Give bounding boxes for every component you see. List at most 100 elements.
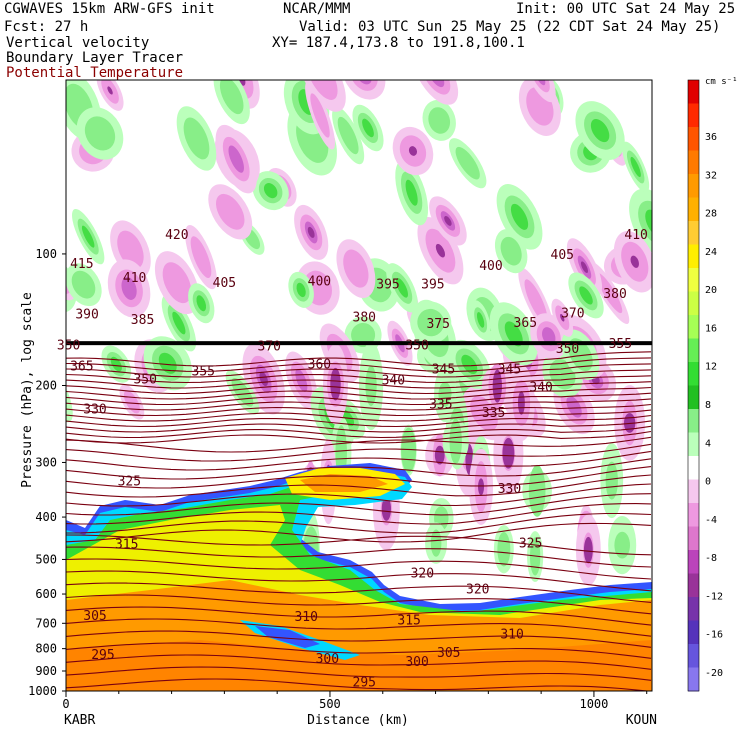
y-tick-label: 200 bbox=[35, 379, 57, 393]
colorbar-swatch bbox=[688, 80, 699, 104]
colorbar-swatch bbox=[688, 315, 699, 339]
downdraft-cell bbox=[107, 86, 113, 95]
colorbar-unit: cm s⁻¹ bbox=[705, 77, 738, 87]
colorbar-tick-label: -12 bbox=[705, 591, 723, 602]
org-label: NCAR/MMM bbox=[283, 1, 351, 17]
x-tick-label: 0 bbox=[62, 697, 69, 711]
downdraft-cell bbox=[630, 255, 639, 268]
downdraft-cell bbox=[427, 80, 445, 88]
colorbar-tick-label: -20 bbox=[705, 668, 723, 679]
updraft-cell bbox=[263, 183, 278, 199]
isentrope-lines bbox=[66, 351, 652, 691]
isentrope-line bbox=[66, 466, 652, 489]
x-axis-label: Distance (km) bbox=[307, 713, 409, 728]
theta-label: 400 bbox=[308, 274, 331, 289]
updraft-cell bbox=[630, 156, 641, 178]
updraft-cell bbox=[461, 354, 478, 375]
downdraft-cell bbox=[190, 236, 212, 278]
theta-label: 370 bbox=[561, 306, 584, 321]
colorbar-swatch bbox=[688, 127, 699, 151]
isentrope-line bbox=[66, 443, 652, 462]
colorbar-swatch bbox=[688, 526, 699, 551]
isentrope-line bbox=[66, 503, 652, 525]
downdraft-cell bbox=[117, 230, 144, 269]
theta-label: 335 bbox=[482, 406, 505, 421]
isentrope-line bbox=[66, 678, 652, 691]
updraft-cell bbox=[110, 356, 122, 372]
theta-label: 315 bbox=[397, 613, 420, 628]
colorbar-tick-label: -4 bbox=[705, 515, 717, 526]
tracer-streak bbox=[255, 626, 320, 648]
theta-label: 345 bbox=[498, 363, 521, 378]
isentrope-line bbox=[66, 436, 652, 453]
updraft-cell bbox=[172, 311, 186, 335]
colorbar-tick-label: 32 bbox=[705, 170, 717, 181]
y-tick-label: 300 bbox=[35, 455, 57, 469]
updraft-cell bbox=[84, 116, 116, 151]
theta-label: 295 bbox=[91, 648, 114, 663]
colorbar-swatch bbox=[688, 244, 699, 269]
downdraft-cell bbox=[121, 276, 137, 300]
y-tick-label: 600 bbox=[35, 587, 57, 601]
theta-label: 315 bbox=[115, 538, 138, 553]
x-tick-label: 500 bbox=[319, 697, 341, 711]
colorbar-swatch bbox=[688, 479, 699, 504]
isentrope-line bbox=[66, 493, 652, 516]
updraft-cell bbox=[47, 273, 67, 298]
updraft-cell bbox=[449, 418, 462, 464]
downdraft-cell bbox=[381, 496, 392, 521]
isentrope-line bbox=[66, 381, 652, 395]
updraft-cell bbox=[417, 308, 445, 337]
updraft-cell bbox=[337, 116, 359, 155]
isentrope-line bbox=[66, 386, 652, 400]
colorbar-swatch bbox=[688, 221, 699, 245]
isentrope-line bbox=[66, 369, 652, 384]
updraft-cell bbox=[504, 321, 523, 347]
downdraft-cell bbox=[596, 272, 623, 314]
field-label-vertical-velocity: Vertical velocity bbox=[6, 35, 150, 51]
theta-label: 325 bbox=[118, 475, 141, 490]
theta-label: 300 bbox=[405, 655, 428, 670]
isentrope-line bbox=[66, 666, 652, 681]
theta-label: 370 bbox=[258, 340, 281, 355]
updraft-cell bbox=[158, 352, 177, 374]
downdraft-cell bbox=[306, 80, 338, 100]
downdraft-cell bbox=[349, 80, 378, 91]
theta-label: 305 bbox=[83, 609, 106, 624]
updraft-cell bbox=[296, 282, 306, 298]
colorbar-swatch bbox=[688, 503, 699, 527]
colorbar-swatch bbox=[688, 197, 699, 222]
isentrope-line bbox=[66, 425, 652, 439]
downdraft-cell bbox=[524, 279, 548, 323]
updraft-cell bbox=[579, 286, 593, 305]
colorbar-swatch bbox=[688, 550, 699, 574]
theta-label: 385 bbox=[131, 313, 154, 328]
colorbar-tick-label: 36 bbox=[705, 132, 717, 143]
updraft-cell bbox=[362, 118, 374, 138]
colorbar-frame bbox=[687, 79, 700, 692]
downdraft-cell bbox=[307, 226, 315, 238]
updraft-cell bbox=[183, 117, 210, 160]
theta-label: 355 bbox=[192, 365, 215, 380]
colorbar-swatch bbox=[688, 620, 699, 645]
colorbar-swatch bbox=[688, 268, 699, 292]
theta-label: 365 bbox=[70, 360, 93, 375]
theta-label: 380 bbox=[603, 287, 626, 302]
downdraft-cell bbox=[408, 146, 418, 156]
updraft-cell bbox=[455, 146, 480, 180]
theta-label: 405 bbox=[213, 276, 236, 291]
isentrope-line bbox=[66, 534, 652, 556]
isentrope-line bbox=[66, 558, 652, 580]
theta-label: 360 bbox=[308, 357, 331, 372]
forecast-hour: Fcst: 27 h bbox=[4, 19, 89, 35]
downdraft-cell bbox=[123, 390, 140, 414]
y-tick-label: 1000 bbox=[28, 684, 57, 698]
valid-time: Valid: 03 UTC Sun 25 May 25 (22 CDT Sat … bbox=[299, 19, 721, 35]
downdraft-cell bbox=[435, 243, 446, 258]
updraft-cell bbox=[590, 118, 610, 143]
updraft-cell bbox=[71, 270, 96, 299]
isentrope-labels: 415 420 410 405 400 395 395 400 405 410 390 385 380 3… bbox=[57, 228, 648, 691]
updraft-cell bbox=[614, 531, 630, 559]
colorbar-swatch bbox=[688, 174, 699, 198]
theta-label: 405 bbox=[551, 248, 574, 263]
